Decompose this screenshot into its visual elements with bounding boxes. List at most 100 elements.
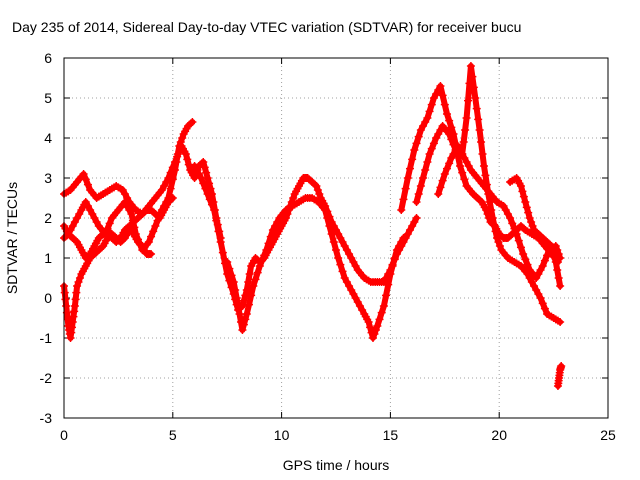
data-point bbox=[412, 139, 421, 148]
data-point bbox=[487, 206, 496, 214]
data-point bbox=[405, 164, 414, 173]
data-point bbox=[425, 150, 434, 158]
data-point bbox=[170, 166, 179, 174]
series-arc-9 bbox=[434, 142, 565, 282]
data-point bbox=[74, 278, 83, 286]
data-point bbox=[540, 256, 549, 265]
data-point bbox=[545, 240, 554, 249]
series-arc-11 bbox=[553, 362, 566, 390]
data-point bbox=[201, 184, 210, 193]
data-point bbox=[253, 268, 262, 277]
data-point bbox=[525, 214, 534, 222]
data-point bbox=[147, 232, 156, 241]
data-point bbox=[214, 227, 223, 236]
data-point bbox=[245, 270, 254, 278]
data-point bbox=[244, 300, 253, 309]
data-point bbox=[460, 175, 469, 184]
data-point bbox=[388, 262, 397, 270]
x-tick-label: 15 bbox=[383, 427, 399, 443]
data-point bbox=[225, 264, 234, 273]
data-point bbox=[475, 126, 484, 134]
data-point bbox=[147, 250, 156, 258]
data-point bbox=[471, 94, 480, 102]
data-point bbox=[543, 251, 552, 260]
data-series bbox=[60, 62, 566, 390]
x-tick-label: 10 bbox=[274, 427, 290, 443]
data-point bbox=[445, 116, 454, 125]
data-point bbox=[442, 164, 451, 173]
data-point bbox=[329, 238, 338, 246]
data-point bbox=[210, 206, 219, 214]
data-point bbox=[416, 182, 425, 190]
data-point bbox=[183, 155, 192, 164]
data-point bbox=[375, 315, 384, 324]
data-point bbox=[421, 166, 430, 174]
data-point bbox=[447, 135, 456, 144]
data-point bbox=[216, 238, 225, 246]
series-arc-7 bbox=[397, 82, 562, 266]
data-point bbox=[390, 254, 399, 262]
data-point bbox=[477, 138, 486, 146]
data-point bbox=[75, 274, 84, 282]
data-point bbox=[379, 302, 388, 310]
data-point bbox=[397, 206, 406, 214]
data-point bbox=[186, 119, 195, 128]
data-point bbox=[506, 214, 515, 222]
data-point bbox=[514, 236, 523, 245]
data-point bbox=[419, 174, 428, 182]
data-point bbox=[166, 184, 175, 193]
data-point bbox=[382, 291, 391, 300]
data-point bbox=[491, 227, 500, 236]
series-arc-8 bbox=[412, 62, 565, 326]
data-point bbox=[105, 219, 114, 228]
data-point bbox=[315, 190, 324, 198]
data-point bbox=[371, 326, 380, 334]
data-point bbox=[207, 200, 216, 209]
data-point bbox=[151, 222, 160, 230]
grid bbox=[64, 58, 608, 418]
data-point bbox=[536, 294, 545, 302]
x-tick-label: 20 bbox=[491, 427, 507, 443]
data-point bbox=[466, 62, 475, 70]
series-arc-10 bbox=[506, 174, 565, 290]
data-point bbox=[462, 114, 471, 122]
data-point bbox=[386, 270, 395, 278]
data-point bbox=[519, 192, 528, 201]
data-point bbox=[373, 322, 382, 330]
data-point bbox=[425, 107, 434, 116]
data-point bbox=[247, 291, 256, 300]
data-point bbox=[490, 220, 499, 229]
data-point bbox=[325, 222, 334, 230]
data-point bbox=[197, 159, 206, 168]
data-point bbox=[524, 208, 533, 217]
y-tick-label: -2 bbox=[40, 370, 53, 386]
data-point bbox=[412, 214, 421, 222]
y-tick-label: 0 bbox=[44, 290, 52, 306]
data-point bbox=[255, 262, 264, 270]
data-point bbox=[468, 72, 477, 81]
data-point bbox=[181, 150, 190, 158]
data-point bbox=[528, 222, 537, 230]
data-point bbox=[218, 248, 227, 257]
y-tick-label: 6 bbox=[44, 50, 52, 66]
data-point bbox=[427, 144, 436, 153]
data-point bbox=[377, 308, 386, 317]
data-point bbox=[427, 100, 436, 109]
data-point bbox=[366, 323, 375, 332]
y-tick-label: 2 bbox=[44, 210, 52, 226]
data-point bbox=[403, 174, 412, 182]
data-point bbox=[184, 160, 193, 169]
data-point bbox=[81, 175, 90, 184]
data-point bbox=[516, 182, 525, 190]
data-point bbox=[464, 96, 473, 105]
data-point bbox=[429, 139, 438, 148]
data-point bbox=[368, 334, 377, 342]
plot-frame bbox=[63, 57, 609, 419]
data-point bbox=[495, 242, 504, 250]
data-point bbox=[364, 318, 373, 326]
data-point bbox=[227, 271, 236, 280]
data-point bbox=[384, 280, 393, 289]
data-point bbox=[234, 302, 243, 310]
data-point bbox=[232, 294, 241, 302]
data-point bbox=[469, 83, 478, 92]
